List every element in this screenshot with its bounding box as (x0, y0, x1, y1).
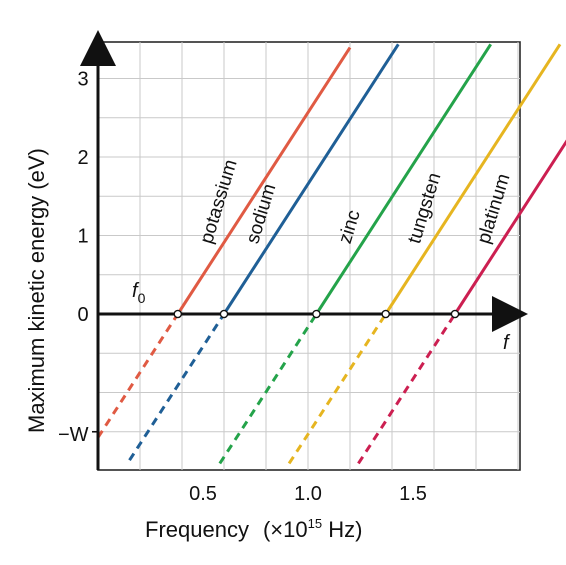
x-axis-title-text: Frequency (145, 517, 249, 542)
y-tick-label: 1 (77, 226, 88, 248)
series-sodium: sodium (128, 43, 400, 462)
y-tick-minus-w: −W (58, 424, 89, 446)
x-axis-title: Frequency (×1015 Hz) (145, 516, 362, 542)
x-axis-symbol: f (503, 332, 511, 354)
series-layer: potassium sodium zinc tungsten platinum (96, 43, 566, 465)
series-sodium-dashed (128, 313, 226, 462)
y-tick-label: 0 (77, 304, 88, 326)
threshold-point-tungsten (381, 309, 391, 319)
series-zinc-solid (315, 43, 492, 315)
series-label-potassium: potassium (196, 157, 241, 246)
x-axis-unit-suffix: Hz) (322, 517, 362, 542)
tick-labels: 0.5 1.0 1.5 0 1 2 3 (77, 69, 426, 506)
threshold-point-sodium (219, 309, 229, 319)
threshold-point-potassium (173, 309, 183, 319)
series-sodium-solid (222, 43, 400, 315)
series-tungsten-solid (384, 43, 562, 315)
threshold-point-platinum (450, 309, 460, 319)
f0-label: f0 (132, 280, 146, 306)
f0-subscript: 0 (138, 290, 146, 306)
series-label-platinum: platinum (473, 171, 514, 246)
y-axis-title: Maximum kinetic energy (eV) (24, 148, 49, 433)
x-tick-label: 1.5 (399, 483, 427, 505)
series-zinc-dashed (218, 313, 318, 465)
series-platinum-dashed (357, 313, 457, 465)
threshold-point-zinc (312, 309, 321, 319)
axes (80, 30, 528, 470)
plot-frame (97, 41, 521, 471)
series-potassium-dashed (96, 313, 180, 439)
series-platinum-solid (453, 139, 566, 315)
series-potassium-solid (176, 46, 352, 315)
series-platinum: platinum (357, 139, 566, 465)
f0-symbol: f (132, 280, 140, 302)
series-zinc: zinc (218, 43, 492, 465)
series-label-zinc: zinc (335, 208, 365, 246)
series-tungsten-dashed (287, 313, 387, 465)
x-tick-label: 1.0 (294, 483, 322, 505)
x-axis-unit-exponent: 15 (308, 516, 322, 531)
x-tick-label: 0.5 (189, 483, 217, 505)
x-axis-unit-prefix: (×10 (263, 517, 308, 542)
y-tick-label: 2 (77, 147, 88, 169)
grid (98, 42, 520, 470)
y-tick-label: 3 (77, 69, 88, 91)
series-label-tungsten: tungsten (404, 170, 445, 246)
